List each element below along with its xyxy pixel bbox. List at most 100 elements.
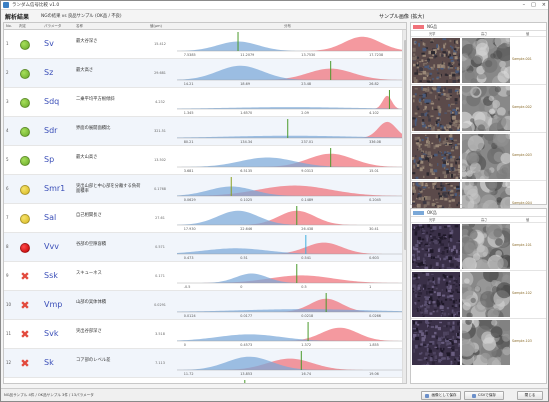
tick-label: 0.473 bbox=[184, 256, 194, 260]
ok-image-row[interactable]: Sample-101 bbox=[411, 222, 546, 270]
ng-distribution bbox=[177, 242, 403, 254]
table-row[interactable]: 6 Smr1 突出山部と中心部を分離する負荷面積率 0.1768 0.0629 0.102… bbox=[4, 175, 406, 204]
csv-icon bbox=[471, 393, 476, 398]
fail-x-icon: ✖ bbox=[20, 299, 30, 312]
tick-label: 7.5385 bbox=[184, 53, 196, 57]
table-row[interactable]: 10 ✖ Vmp 山部の実体体積 0.0291 0.0124 0.0177 0.0218 0.0… bbox=[4, 291, 406, 320]
tick-label: 0.0218 bbox=[301, 314, 313, 318]
row-number: 8 bbox=[6, 244, 9, 249]
table-row[interactable]: 9 ✖ Ssk スキューネス 0.171 -0.5 0 0.5 1 bbox=[4, 262, 406, 291]
tick-label: 3.681 bbox=[184, 169, 194, 173]
tick-label: 6.5135 bbox=[240, 169, 252, 173]
tick-label: 1.345 bbox=[184, 111, 194, 115]
tick-label: 19.06 bbox=[369, 372, 379, 376]
table-row[interactable]: 13✖Sq二乗平均平方根高さ4.1271.942.1742.48952.72 bbox=[4, 378, 406, 383]
optical-image-thumbnail[interactable] bbox=[412, 134, 460, 179]
maximize-button[interactable]: □ bbox=[531, 2, 536, 8]
tick-label: 0.5 bbox=[301, 285, 306, 289]
tick-label: 0 bbox=[184, 343, 186, 347]
height-image-thumbnail[interactable] bbox=[462, 134, 510, 179]
height-image-thumbnail[interactable] bbox=[462, 38, 510, 83]
distribution-chart: 0.473 0.51 0.541 0.603 bbox=[177, 233, 403, 261]
minimize-button[interactable]: – bbox=[522, 2, 526, 8]
close-label: 閉じる bbox=[524, 393, 536, 397]
tick-label: 134.34 bbox=[240, 140, 252, 144]
ng-col-optical: 光学 bbox=[429, 32, 436, 36]
param-code: Sv bbox=[44, 39, 54, 48]
param-value: 7.113 bbox=[155, 361, 165, 365]
optical-image-thumbnail[interactable] bbox=[412, 272, 460, 317]
ok-col-height: 高さ bbox=[481, 218, 488, 222]
optical-image-thumbnail[interactable] bbox=[412, 320, 460, 365]
ng-image-row[interactable]: Sample-003 bbox=[411, 132, 546, 180]
height-image-thumbnail[interactable] bbox=[462, 86, 510, 131]
save-csv-button[interactable]: CSVで保存 bbox=[464, 391, 504, 400]
ng-distribution bbox=[177, 210, 403, 225]
close-window-button[interactable]: × bbox=[541, 2, 546, 8]
height-image-thumbnail[interactable] bbox=[462, 320, 510, 365]
header-desc: 名称 bbox=[76, 24, 83, 28]
height-image-thumbnail[interactable] bbox=[462, 224, 510, 269]
tick-label: 23.48 bbox=[301, 82, 311, 86]
ok-image-row[interactable]: Sample-103 bbox=[411, 318, 546, 366]
table-row[interactable]: 1 Sv 最大谷深さ 15.412 7.5385 11.2079 13.7530 17.723… bbox=[4, 30, 406, 59]
param-value: 15.412 bbox=[154, 42, 166, 46]
table-row[interactable]: 12 ✖ Sk コア部のレベル差 7.113 11.72 13.853 16.74 19.06 bbox=[4, 349, 406, 378]
app-icon bbox=[3, 2, 9, 8]
table-row[interactable]: 7 Sal 自己相関長さ 27.61 17.930 22.646 26.438 30.41 bbox=[4, 204, 406, 233]
ok-distribution bbox=[177, 334, 403, 341]
row-number: 4 bbox=[6, 128, 9, 133]
param-description: 界面の展開面積比 bbox=[76, 126, 111, 131]
optical-image-thumbnail[interactable] bbox=[412, 86, 460, 131]
sample-label: Sample-101 bbox=[512, 243, 532, 247]
optical-image-thumbnail[interactable] bbox=[412, 38, 460, 83]
optical-image-thumbnail[interactable] bbox=[412, 224, 460, 269]
distribution-chart: 3.681 6.5135 9.0313 15.01 bbox=[177, 146, 403, 174]
header-bar: 解析結果 NGの結果 vs 良品サンプル (OK品 / 不良) サンプル画像 (… bbox=[1, 11, 548, 21]
tick-label: 0.0124 bbox=[184, 314, 196, 318]
param-description: 最大山高さ bbox=[76, 155, 98, 160]
height-image-thumbnail[interactable] bbox=[462, 272, 510, 317]
tick-label: 0.0266 bbox=[369, 314, 381, 318]
table-row[interactable]: 8 Vvv 谷部の空隙容積 0.571 0.473 0.51 0.541 0.603 bbox=[4, 233, 406, 262]
tick-label: 2.09 bbox=[301, 111, 309, 115]
fail-x-icon: ✖ bbox=[20, 270, 30, 283]
close-button[interactable]: 閉じる bbox=[517, 391, 543, 400]
header-status: 判定 bbox=[19, 24, 26, 28]
table-row[interactable]: 2 Sz 最大高さ 29.681 14.21 18.69 23.48 26.82 bbox=[4, 59, 406, 88]
param-value: 4.232 bbox=[155, 100, 165, 104]
row-number: 3 bbox=[6, 99, 9, 104]
ng-swatch bbox=[413, 24, 424, 29]
table-row[interactable]: 3 Sdq 二乗平均平方根傾斜 4.232 1.345 1.6570 2.09 4.102 bbox=[4, 88, 406, 117]
save-csv-label: CSVで保存 bbox=[477, 393, 497, 397]
distribution-chart: 0 0.4573 1.372 1.855 bbox=[177, 320, 403, 348]
table-scrollbar[interactable] bbox=[402, 30, 406, 383]
header-dist: 分布 bbox=[284, 24, 291, 28]
table-row[interactable]: 5 Sp 最大山高さ 13.502 3.681 6.5135 9.0313 15.01 bbox=[4, 146, 406, 175]
param-code: Ssk bbox=[44, 271, 58, 280]
param-value: 0.0291 bbox=[154, 303, 166, 307]
param-code: Smr1 bbox=[44, 184, 66, 193]
ok-image-row[interactable]: Sample-102 bbox=[411, 270, 546, 318]
images-panel-title: サンプル画像 (拡大) bbox=[379, 13, 425, 20]
table-row[interactable]: 4 Sdr 界面の展開面積比 321.51 80.21 134.34 237.01 336.0… bbox=[4, 117, 406, 146]
ok-distribution bbox=[177, 309, 403, 312]
tick-label: 1.6570 bbox=[240, 111, 252, 115]
scrollbar-thumb[interactable] bbox=[404, 40, 406, 250]
tick-label: 0.51 bbox=[240, 256, 248, 260]
param-description: スキューネス bbox=[76, 271, 102, 276]
param-value: 13.502 bbox=[154, 158, 166, 162]
ng-image-row[interactable]: Sample-002 bbox=[411, 84, 546, 132]
save-image-button[interactable]: 画像として保存 bbox=[421, 391, 461, 400]
title-bar[interactable]: ランダム信号比較 v1.0 – □ × bbox=[1, 1, 548, 10]
param-description: 谷部の空隙容積 bbox=[76, 242, 107, 247]
distribution-chart: 1.345 1.6570 2.09 4.102 bbox=[177, 88, 403, 116]
param-description: 自己相関長さ bbox=[76, 213, 102, 218]
ng-distribution bbox=[177, 68, 403, 80]
save-image-label: 画像として保存 bbox=[431, 393, 457, 397]
images-panel: NG品 光学 高さ値 Sample-001 Sample-002 Sample-003… bbox=[410, 22, 547, 384]
ng-image-row[interactable]: Sample-001 bbox=[411, 36, 546, 84]
param-description: 最大谷深さ bbox=[76, 39, 98, 44]
table-row[interactable]: 11 ✖ Svk 突出谷部深さ 3.518 0 0.4573 1.372 1.855 bbox=[4, 320, 406, 349]
tick-label: 30.41 bbox=[369, 227, 379, 231]
